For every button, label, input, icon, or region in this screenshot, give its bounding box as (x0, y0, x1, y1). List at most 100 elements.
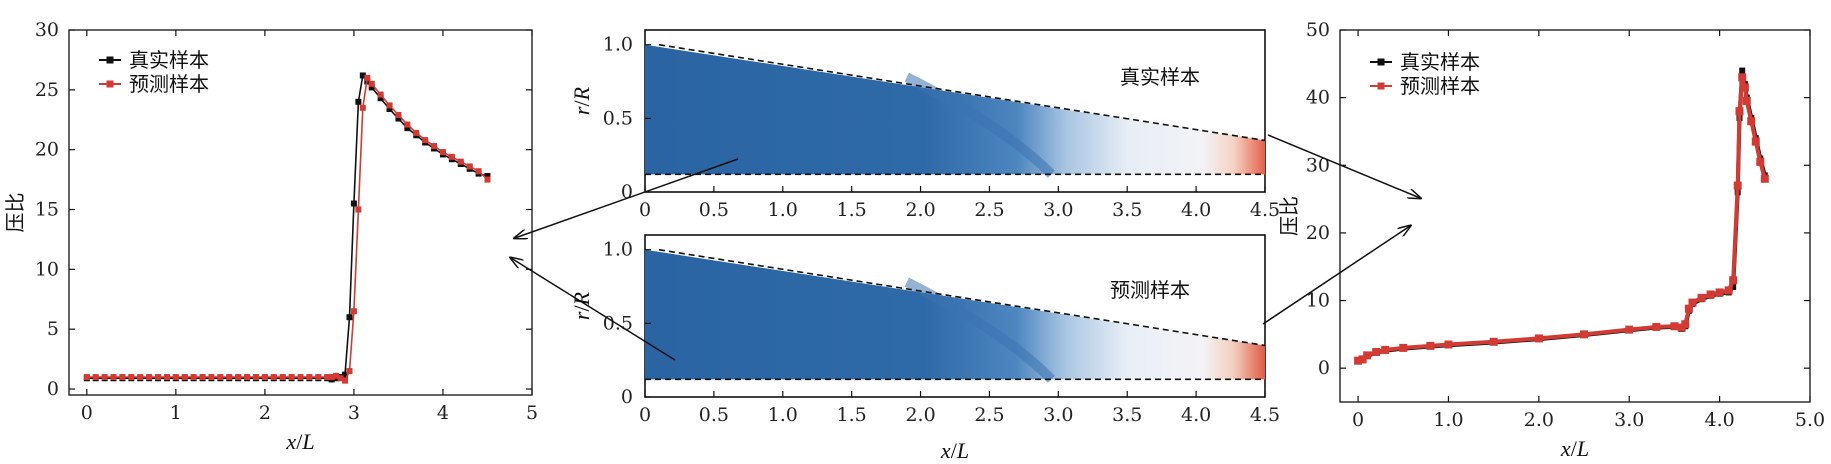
x-tick-label: 0.5 (699, 199, 729, 221)
series-point-pred (350, 308, 357, 315)
series-point-pred (1733, 181, 1742, 190)
series-point-pred (422, 137, 429, 144)
series-point-pred (137, 374, 144, 381)
series-point-pred (1740, 83, 1749, 92)
upper-wall (658, 43, 1266, 142)
series-point-pred (1372, 347, 1381, 356)
x-tick-label: 2 (259, 402, 271, 424)
upper-wall (658, 248, 1266, 347)
series-point-pred (1381, 345, 1390, 354)
x-tick-label: 4.5 (1250, 404, 1280, 426)
series-point-pred (1670, 322, 1679, 331)
series-point-pred (288, 374, 295, 381)
flow-field (645, 44, 1265, 175)
x-tick-label: 4.0 (1181, 404, 1211, 426)
series-point-true (346, 314, 353, 321)
series-point-pred (155, 374, 162, 381)
legend-label: 预测样本 (1400, 74, 1480, 98)
y-tick-label: 25 (35, 79, 59, 101)
series-point-true (386, 105, 393, 112)
x-tick-label: 5.0 (1795, 409, 1825, 431)
series-point-pred (1444, 340, 1453, 349)
x-tick-label: 4.5 (1250, 199, 1280, 221)
series-point-pred (146, 374, 153, 381)
x-tick-label: 1.5 (837, 404, 867, 426)
series-point-pred (1363, 351, 1372, 360)
y-tick-label: 20 (35, 139, 59, 161)
x-tick-label: 1.5 (837, 199, 867, 221)
series-point-pred (261, 374, 268, 381)
series-point-pred (235, 374, 242, 381)
series-point-pred (279, 374, 286, 381)
series-point-pred (252, 374, 259, 381)
series-point-pred (92, 374, 99, 381)
x-tick-label: 5 (526, 402, 538, 424)
x-tick-label: 3 (348, 402, 360, 424)
series-point-pred (466, 163, 473, 170)
legend-marker (1377, 58, 1385, 66)
series-point-pred (315, 374, 322, 381)
series-point-pred (306, 374, 313, 381)
legend-marker (106, 56, 114, 64)
series-point-pred (448, 153, 455, 160)
y-axis-label: 压比 (3, 193, 27, 233)
x-tick-label: 1.0 (1433, 409, 1463, 431)
y-tick-label: 30 (1306, 154, 1330, 176)
series-point-pred (83, 374, 90, 381)
x-tick-label: 1.0 (768, 199, 798, 221)
plot-frame (1339, 29, 1811, 403)
x-tick-label: 3.5 (1112, 199, 1142, 221)
y-tick-label: 0 (621, 386, 633, 408)
series-point-pred (199, 374, 206, 381)
x-tick-label: 0 (639, 404, 651, 426)
y-axis-label: r/R (569, 291, 594, 320)
series-point-pred (1751, 137, 1760, 146)
series-point-pred (244, 374, 251, 381)
legend-label: 预测样本 (129, 72, 209, 96)
x-tick-label: 2.0 (905, 199, 935, 221)
x-tick-label: 1.0 (768, 404, 798, 426)
y-tick-label: 1.0 (603, 239, 633, 261)
series-point-pred (1729, 276, 1738, 285)
y-tick-label: 5 (47, 318, 59, 340)
series-point-pred (1489, 337, 1498, 346)
series-point-pred (355, 206, 362, 213)
series-point-pred (439, 149, 446, 156)
series-point-pred (1747, 117, 1756, 126)
plot-frame (68, 29, 533, 396)
x-tick-label: 0.5 (699, 404, 729, 426)
series-point-pred (1426, 341, 1435, 350)
series-point-pred (413, 129, 420, 136)
shock-front (904, 277, 1055, 383)
y-tick-label: 0 (1318, 357, 1330, 379)
series-point-pred (1354, 356, 1363, 365)
series-point-true (404, 125, 411, 132)
x-tick-label: 2.0 (905, 404, 935, 426)
series-point-pred (110, 374, 117, 381)
series-point-pred (172, 374, 179, 381)
x-tick-label: 3.0 (1043, 199, 1073, 221)
y-axis-label: 压比 (1277, 196, 1301, 236)
series-point-pred (226, 374, 233, 381)
series-point-true (368, 84, 375, 91)
x-tick-label: 3.0 (1043, 404, 1073, 426)
series-point-pred (208, 374, 215, 381)
legend-marker (106, 80, 114, 88)
contour-title: 预测样本 (1110, 278, 1190, 302)
arrow-bottom-right (1262, 226, 1410, 325)
contour-title: 真实样本 (1120, 65, 1200, 89)
series-point-pred (431, 143, 438, 150)
x-tick-label: 4 (437, 402, 449, 424)
x-tick-label: 4.0 (1705, 409, 1735, 431)
x-axis-label: x/L (285, 429, 314, 454)
series-point-pred (1399, 343, 1408, 352)
series-point-pred (404, 121, 411, 128)
x-tick-label: 0 (1352, 409, 1364, 431)
series-point-pred (163, 374, 170, 381)
connector-arrows (511, 134, 1420, 361)
series-point-pred (1756, 157, 1765, 166)
legend-label: 真实样本 (1400, 50, 1480, 74)
series-point-pred (484, 176, 491, 183)
